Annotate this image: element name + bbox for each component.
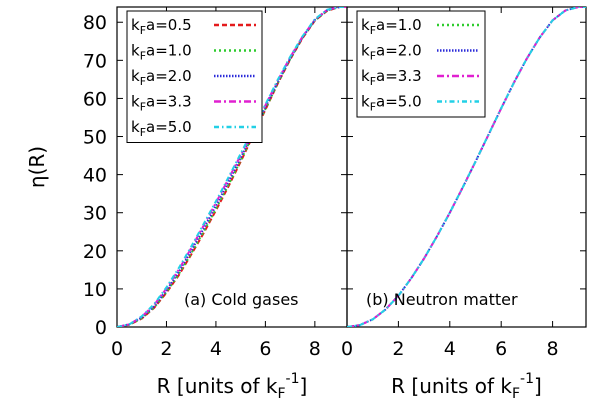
x-tick-label: 6 — [495, 338, 507, 360]
y-tick-label: 60 — [83, 88, 107, 110]
legend-box — [356, 10, 486, 118]
legend-label-k: k — [131, 67, 140, 85]
x-axis-title-sup: -1 — [286, 371, 300, 387]
panel-annotation: (b) Neutron matter — [366, 290, 518, 309]
x-tick-label: 4 — [210, 338, 222, 360]
series-line-3 — [347, 7, 586, 327]
legend-label-k: k — [361, 42, 370, 60]
legend-label-k: k — [131, 93, 140, 111]
y-tick-label: 30 — [83, 203, 107, 225]
legend-label-k: k — [361, 16, 370, 34]
y-tick-label: 10 — [83, 279, 107, 301]
y-tick-label: 0 — [95, 317, 107, 339]
legend-label-rest: a=2.0 — [376, 42, 422, 60]
x-tick-label: 6 — [259, 338, 271, 360]
x-axis-title: R [units of kF-1] — [391, 371, 542, 402]
legend-label: kFa=3.3 — [361, 67, 422, 88]
legend-label: kFa=2.0 — [361, 42, 422, 63]
y-tick-label: 50 — [83, 127, 107, 149]
x-axis-title-sub: F — [512, 386, 520, 402]
x-axis-title-main: R [units of k — [391, 374, 512, 398]
legend-label: kFa=2.0 — [131, 67, 192, 88]
legend-label-rest: a=0.5 — [146, 16, 192, 34]
legend-label-rest: a=2.0 — [146, 67, 192, 85]
legend-label-k: k — [131, 42, 140, 60]
legend-label-k: k — [361, 67, 370, 85]
x-axis-title: R [units of kF-1] — [157, 371, 308, 402]
legend-label-sub: F — [140, 126, 146, 139]
x-tick-label: 4 — [444, 338, 456, 360]
legend-label-sub: F — [370, 101, 376, 114]
legend-label-sub: F — [140, 24, 146, 37]
legend-label-sub: F — [370, 50, 376, 63]
legend-label-sub: F — [370, 75, 376, 88]
series-line-2 — [117, 7, 347, 327]
legend-label: kFa=5.0 — [361, 93, 422, 114]
legend-label: kFa=1.0 — [131, 42, 192, 63]
legend-label-rest: a=5.0 — [376, 93, 422, 111]
panel-annotation: (a) Cold gases — [184, 290, 299, 309]
y-axis-title: η(R) — [25, 146, 49, 188]
legend-label-k: k — [131, 118, 140, 136]
x-tick-label: 8 — [309, 338, 321, 360]
legend-label: kFa=3.3 — [131, 93, 192, 114]
y-tick-label: 70 — [83, 50, 107, 72]
legend-label-rest: a=3.3 — [146, 93, 192, 111]
x-tick-label: 2 — [392, 338, 404, 360]
legend-label-k: k — [131, 16, 140, 34]
y-axis-title-suffix: (R) — [25, 146, 49, 176]
legend-label-rest: a=3.3 — [376, 67, 422, 85]
legend-label-rest: a=1.0 — [376, 16, 422, 34]
legend-label-sub: F — [140, 50, 146, 63]
legend-label-k: k — [361, 93, 370, 111]
x-tick-label: 2 — [160, 338, 172, 360]
x-tick-label: 0 — [341, 338, 353, 360]
legend-label-sub: F — [370, 24, 376, 37]
series-line-0 — [117, 7, 347, 327]
legend-label-rest: a=1.0 — [146, 42, 192, 60]
y-axis-title-eta: η — [25, 175, 49, 188]
x-axis-title-main: R [units of k — [157, 374, 278, 398]
legend-label-rest: a=5.0 — [146, 118, 192, 136]
y-tick-label: 20 — [83, 241, 107, 263]
legend-label: kFa=5.0 — [131, 118, 192, 139]
y-tick-label: 40 — [83, 165, 107, 187]
series-line-3 — [117, 7, 347, 327]
legend-label: kFa=1.0 — [361, 16, 422, 37]
x-axis-title-sup: -1 — [520, 371, 534, 387]
plot-frame — [346, 6, 587, 328]
x-tick-label: 0 — [111, 338, 123, 360]
x-axis-title-end: ] — [534, 374, 542, 398]
y-tick-label: 80 — [83, 12, 107, 34]
legend-label-sub: F — [140, 75, 146, 88]
x-tick-label: 8 — [547, 338, 559, 360]
x-axis-title-sub: F — [277, 386, 285, 402]
legend-label: kFa=0.5 — [131, 16, 192, 37]
x-axis-title-end: ] — [300, 374, 308, 398]
legend-label-sub: F — [140, 101, 146, 114]
